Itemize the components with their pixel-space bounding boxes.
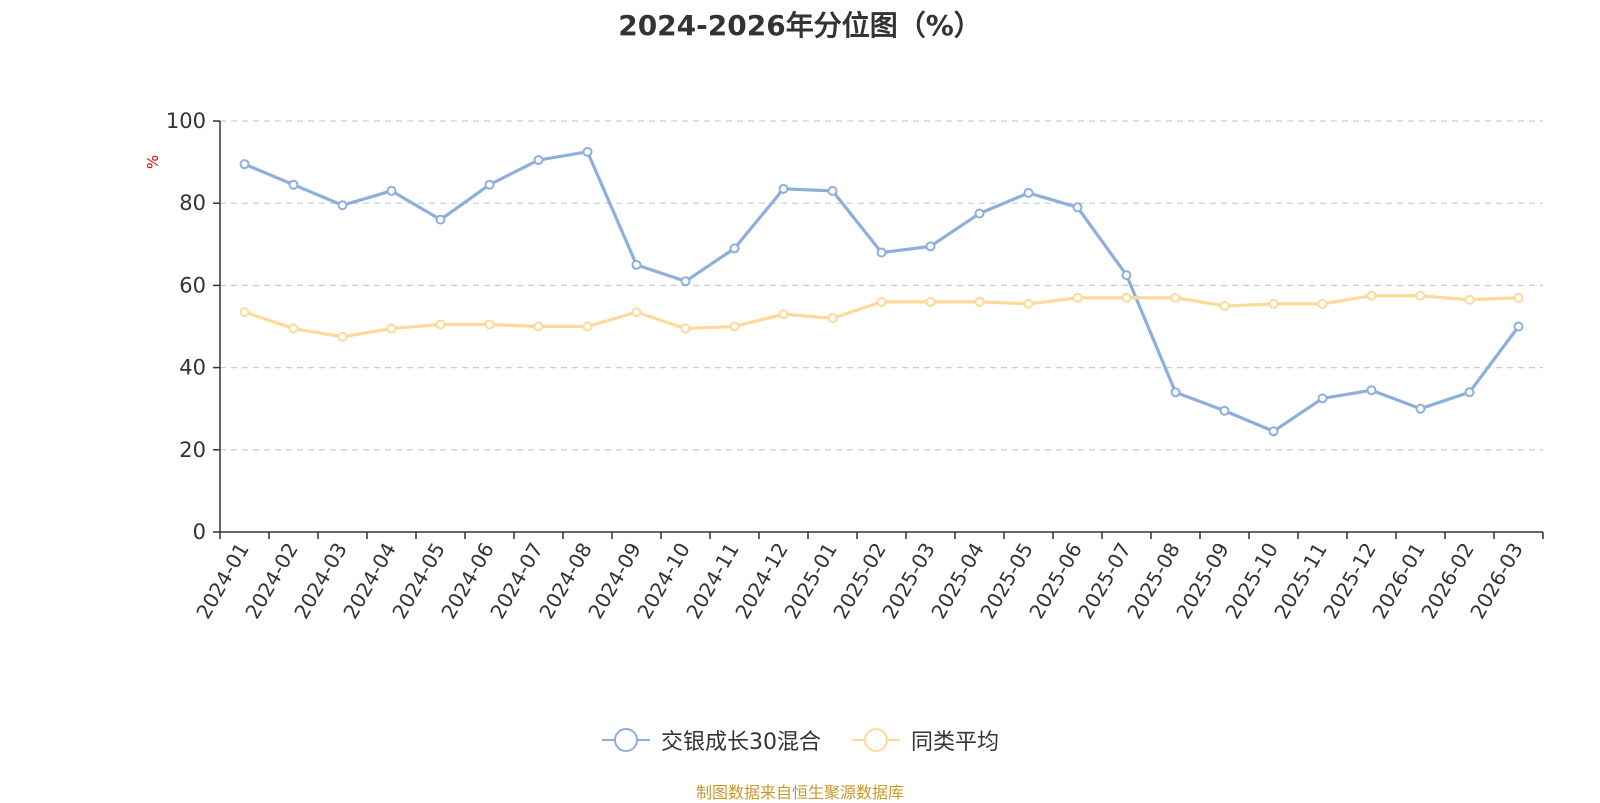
- data-point: [631, 259, 642, 270]
- data-point: [1464, 387, 1475, 398]
- data-point: [1170, 292, 1181, 303]
- axes: 0204060801002024-012024-022024-032024-04…: [166, 109, 1544, 623]
- y-tick-label: 100: [166, 109, 206, 133]
- data-point: [1366, 290, 1377, 301]
- legend-marker-circle: [613, 728, 638, 752]
- data-point: [386, 323, 397, 334]
- line-chart: 0204060801002024-012024-022024-032024-04…: [144, 109, 1544, 623]
- data-point: [1513, 321, 1524, 332]
- data-point: [925, 296, 936, 307]
- data-point: [1219, 300, 1230, 311]
- data-point: [827, 185, 838, 196]
- data-point: [533, 155, 544, 166]
- data-point: [876, 247, 887, 258]
- grid-lines: [220, 120, 1543, 451]
- data-point: [1072, 292, 1083, 303]
- source-note: 制图数据来自恒生聚源数据库: [695, 783, 904, 802]
- data-point: [288, 323, 299, 334]
- data-point: [974, 208, 985, 219]
- data-point: [1317, 393, 1328, 404]
- data-point: [1023, 298, 1034, 309]
- data-point: [1268, 426, 1279, 437]
- data-point: [582, 146, 593, 157]
- data-point: [1415, 403, 1426, 414]
- legend: 交银成长30混合 同类平均: [0, 720, 1600, 760]
- data-point: [876, 296, 887, 307]
- data-point: [239, 159, 250, 170]
- series-line: [243, 150, 1520, 433]
- data-point: [1023, 187, 1034, 198]
- data-point: [386, 185, 397, 196]
- data-point: [680, 323, 691, 334]
- data-point: [1366, 385, 1377, 396]
- y-axis-unit-label: %: [144, 155, 162, 169]
- data-point: [1268, 298, 1279, 309]
- series-1: [239, 146, 1524, 437]
- data-point: [337, 200, 348, 211]
- legend-marker-icon: [851, 728, 900, 752]
- data-point: [435, 319, 446, 330]
- data-point: [239, 307, 250, 318]
- y-tick-label: 0: [193, 520, 206, 544]
- series-lines: [239, 146, 1524, 437]
- legend-item-2[interactable]: 同类平均: [851, 724, 999, 756]
- data-point: [484, 319, 495, 330]
- legend-item-1[interactable]: 交银成长30混合: [601, 724, 821, 756]
- data-point: [288, 179, 299, 190]
- data-point: [1317, 298, 1328, 309]
- data-point: [778, 309, 789, 320]
- legend-label: 交银成长30混合: [660, 730, 821, 755]
- data-point: [484, 179, 495, 190]
- data-point: [337, 331, 348, 342]
- y-tick-label: 40: [179, 356, 206, 380]
- legend-marker-icon: [601, 728, 650, 752]
- data-point: [533, 321, 544, 332]
- data-point: [1170, 387, 1181, 398]
- data-point: [729, 321, 740, 332]
- series-2: [239, 290, 1524, 342]
- data-point: [925, 241, 936, 252]
- data-point: [1513, 292, 1524, 303]
- data-point: [1121, 292, 1132, 303]
- legend-label: 同类平均: [910, 730, 999, 755]
- y-tick-label: 60: [179, 273, 206, 297]
- data-point: [680, 276, 691, 287]
- data-point: [1219, 405, 1230, 416]
- y-tick-label: 80: [179, 191, 206, 215]
- data-point: [1464, 294, 1475, 305]
- data-point: [1121, 270, 1132, 281]
- data-point: [631, 307, 642, 318]
- y-tick-label: 20: [179, 438, 206, 462]
- data-point: [729, 243, 740, 254]
- chart-title: 2024-2026年分位图（%）: [618, 9, 982, 42]
- legend-marker-circle: [863, 728, 888, 752]
- data-point: [1415, 290, 1426, 301]
- data-point: [827, 313, 838, 324]
- data-point: [1072, 202, 1083, 213]
- data-point: [582, 321, 593, 332]
- data-point: [435, 214, 446, 225]
- data-point: [778, 183, 789, 194]
- data-point: [974, 296, 985, 307]
